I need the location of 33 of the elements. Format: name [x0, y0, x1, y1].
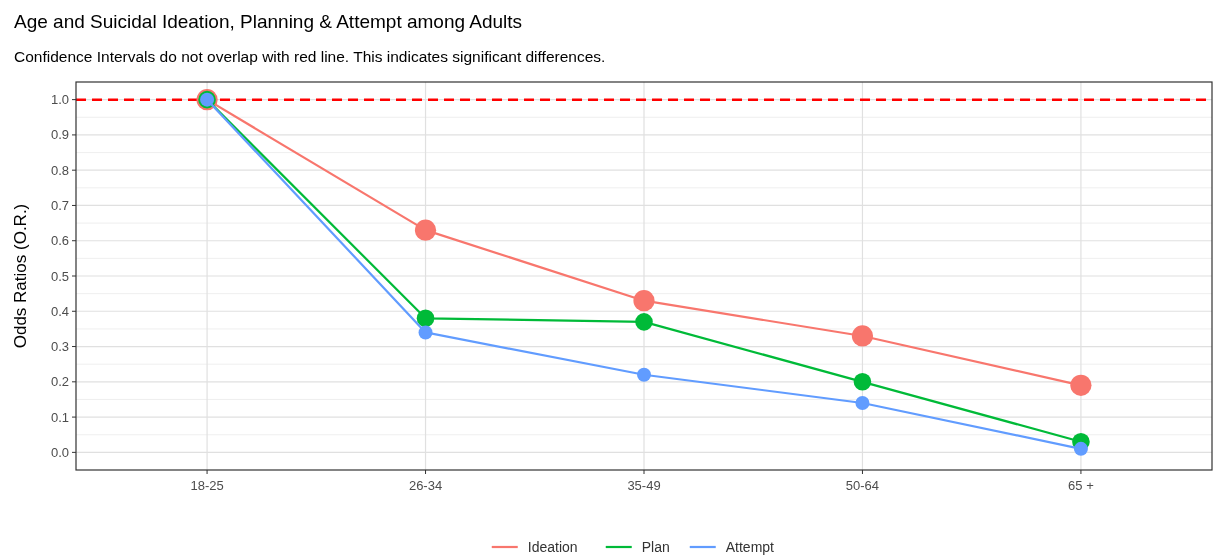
legend-label: Ideation	[527, 538, 578, 555]
chart-subtitle: Confidence Intervals do not overlap with red line. This indicates significant differences.	[14, 48, 606, 65]
y-axis-title: Odds Ratios (O.R.)	[11, 203, 30, 349]
legend-label: Attempt	[725, 538, 775, 555]
y-tick-label: 1.0	[50, 92, 69, 108]
point	[1073, 441, 1088, 456]
x-tick-label: 18-25	[190, 478, 224, 493]
point	[1070, 374, 1092, 396]
legend-label: Plan	[641, 538, 670, 555]
point	[855, 395, 870, 410]
point	[853, 373, 872, 391]
y-tick-label: 0.5	[50, 268, 69, 284]
point	[416, 309, 435, 328]
y-tick-label: 0.0	[50, 444, 69, 460]
chart-title: Age and Suicidal Ideation, Planning & Attempt among Adults	[14, 11, 523, 32]
point	[418, 325, 433, 340]
point	[637, 367, 651, 382]
x-tick-label: 65 +	[1068, 478, 1094, 493]
y-tick-label: 0.3	[50, 339, 69, 355]
y-tick-label: 0.4	[50, 303, 69, 319]
y-tick-label: 0.6	[50, 233, 69, 249]
point	[635, 313, 653, 331]
point	[851, 325, 874, 347]
x-tick-label: 26-34	[408, 478, 443, 493]
y-tick-label: 0.7	[50, 198, 69, 213]
point	[633, 290, 655, 312]
point	[414, 219, 437, 241]
y-tick-label: 0.8	[50, 162, 69, 178]
y-tick-label: 0.1	[50, 409, 69, 425]
x-tick-label: 35-49	[627, 478, 661, 493]
x-tick-label: 50-64	[845, 478, 880, 493]
y-tick-label: 0.2	[50, 374, 69, 390]
y-tick-label: 0.9	[50, 127, 69, 143]
